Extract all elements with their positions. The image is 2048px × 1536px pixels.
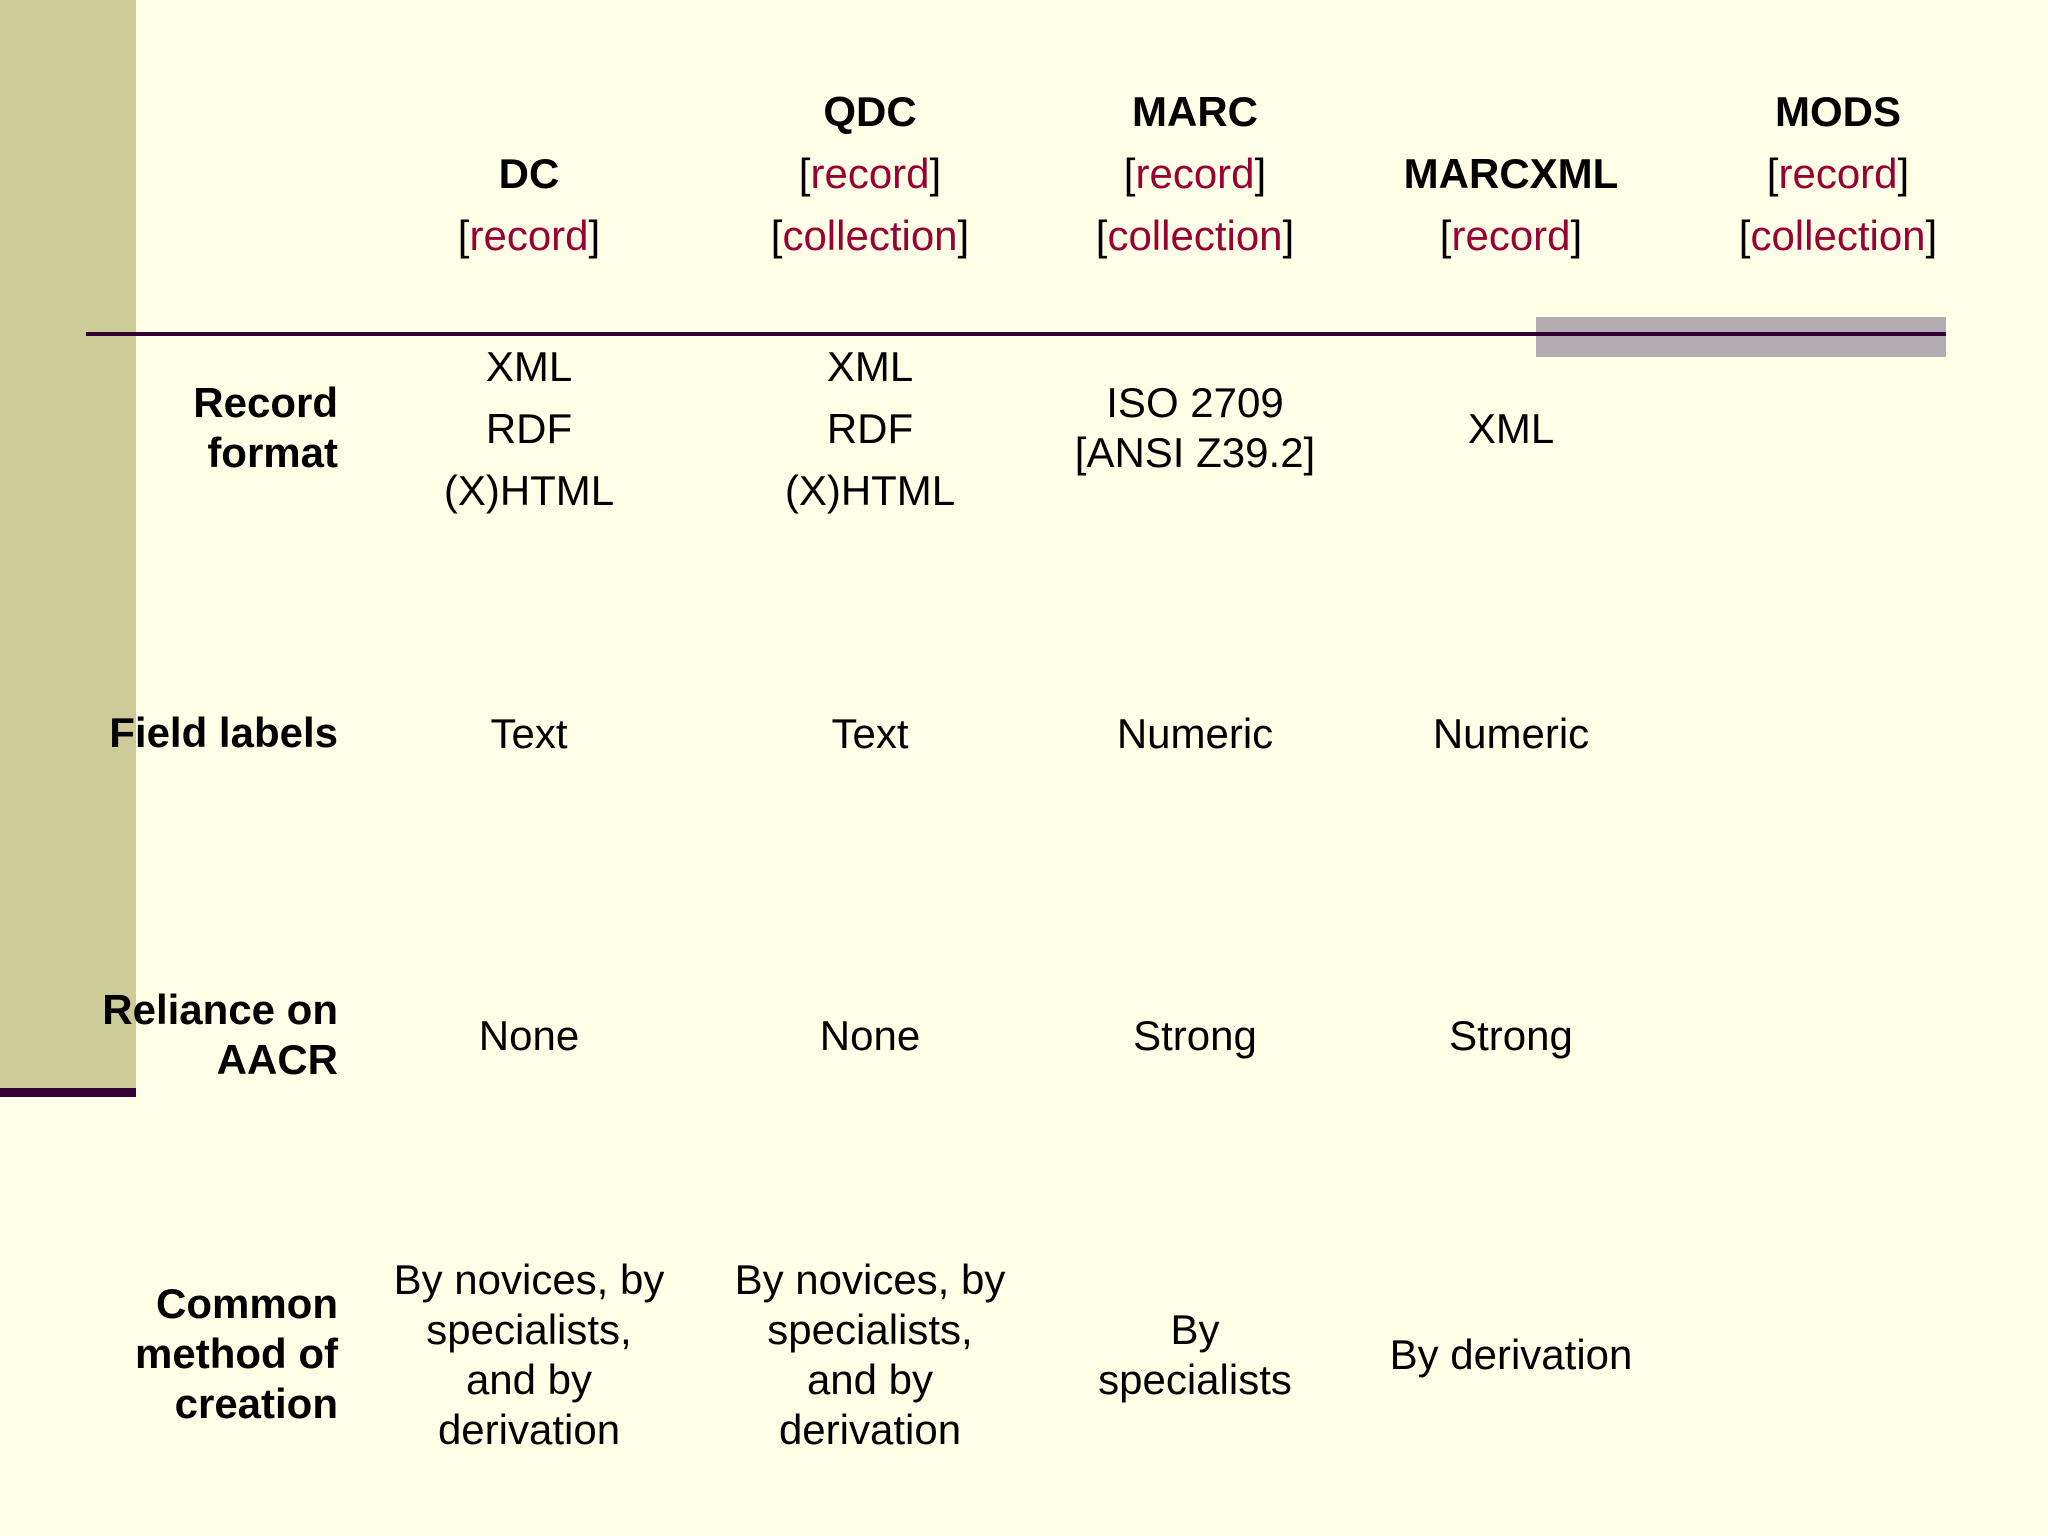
column-header-marcxml: MARCXML [record] bbox=[1361, 143, 1661, 267]
row-label-record-format: Record format bbox=[193, 379, 338, 476]
column-tag: [collection] bbox=[1095, 212, 1295, 259]
column-name: MODS bbox=[1775, 88, 1901, 135]
column-name: MARCXML bbox=[1403, 150, 1619, 197]
column-tag: [record] bbox=[1123, 150, 1267, 197]
column-tag: [record] bbox=[1766, 150, 1910, 197]
table-cell: None bbox=[478, 1012, 580, 1059]
table-cell: Text bbox=[490, 710, 568, 757]
column-header-dc: DC [record] bbox=[429, 143, 629, 267]
row-label-common-method-of-creation: Common method of creation bbox=[135, 1280, 338, 1427]
table-cell: By specialists bbox=[1098, 1306, 1292, 1403]
table-cell: XML RDF (X)HTML bbox=[443, 343, 615, 514]
column-name: DC bbox=[498, 150, 560, 197]
left-bar-underline bbox=[0, 1088, 136, 1097]
table-cell: By novices, by specialists, and by deriv… bbox=[734, 1256, 1006, 1453]
left-decorative-bar bbox=[0, 0, 136, 1088]
table-cell: Numeric bbox=[1432, 710, 1590, 757]
column-tag: [collection] bbox=[770, 212, 970, 259]
row-label-field-labels: Field labels bbox=[109, 709, 338, 756]
column-header-marc: MARC [record] [collection] bbox=[1065, 81, 1325, 267]
column-tag: [record] bbox=[1439, 212, 1583, 259]
table-cell: Strong bbox=[1449, 1012, 1573, 1059]
table-cell: XML bbox=[1467, 405, 1555, 452]
column-tag: [record] bbox=[457, 212, 601, 259]
row-label-reliance-on-aacr: Reliance on AACR bbox=[102, 986, 338, 1083]
column-tag: [record] bbox=[798, 150, 942, 197]
header-rule-segment bbox=[1536, 332, 1946, 336]
column-header-mods: MODS [record] [collection] bbox=[1708, 81, 1968, 267]
table-cell: XML RDF (X)HTML bbox=[784, 343, 956, 514]
table-cell: Strong bbox=[1133, 1012, 1257, 1059]
table-cell: None bbox=[819, 1012, 921, 1059]
table-cell: ISO 2709 [ANSI Z39.2] bbox=[1074, 379, 1316, 476]
column-name: MARC bbox=[1132, 88, 1258, 135]
column-tag: [collection] bbox=[1738, 212, 1938, 259]
table-cell: By derivation bbox=[1389, 1331, 1633, 1378]
table-cell: Text bbox=[831, 710, 909, 757]
table-cell: By novices, by specialists, and by deriv… bbox=[393, 1256, 665, 1453]
header-divider-rule bbox=[86, 332, 1946, 336]
header-rule-shadow bbox=[1536, 317, 1946, 357]
column-name: QDC bbox=[823, 88, 917, 135]
column-header-qdc: QDC [record] [collection] bbox=[740, 81, 1000, 267]
table-cell: Numeric bbox=[1116, 710, 1274, 757]
